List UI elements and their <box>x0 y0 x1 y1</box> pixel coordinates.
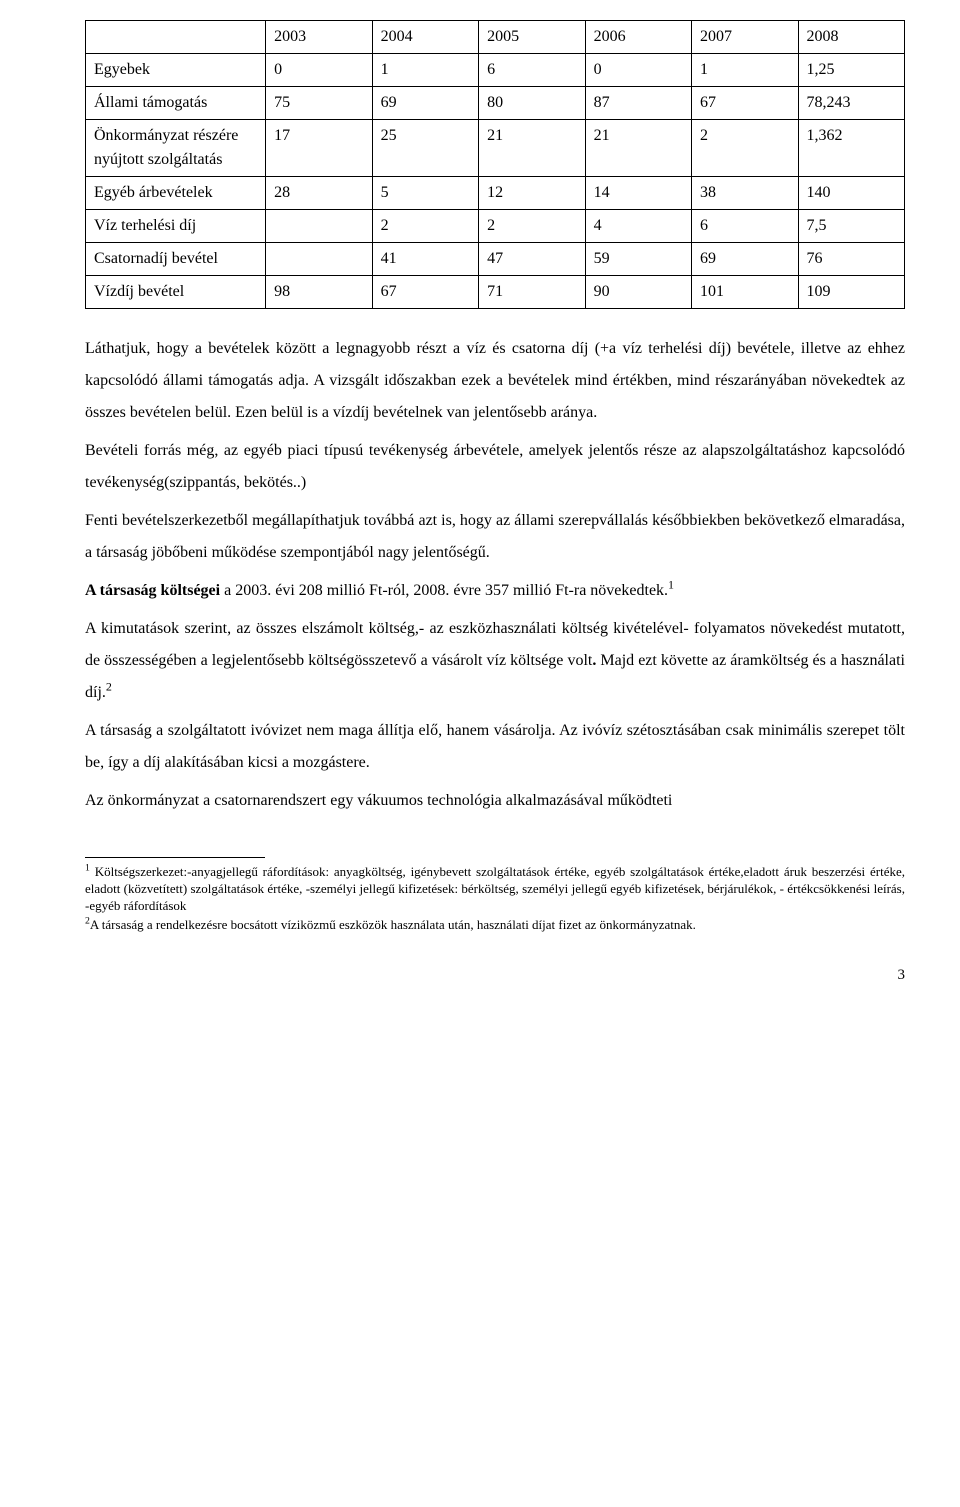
row-value: 2 <box>479 210 585 243</box>
table-row: Önkormányzat részére nyújtott szolgáltat… <box>86 120 905 177</box>
footnote-ref-1: 1 <box>668 578 674 592</box>
row-value <box>266 243 372 276</box>
row-value: 140 <box>798 177 904 210</box>
row-label: Csatornadíj bevétel <box>86 243 266 276</box>
header-2007: 2007 <box>692 21 798 54</box>
row-value: 67 <box>372 276 478 309</box>
row-label: Önkormányzat részére nyújtott szolgáltat… <box>86 120 266 177</box>
row-value: 4 <box>585 210 691 243</box>
costs-text: a 2003. évi 208 millió Ft-ról, 2008. évr… <box>220 582 668 599</box>
row-value: 69 <box>692 243 798 276</box>
row-value: 14 <box>585 177 691 210</box>
row-value: 67 <box>692 87 798 120</box>
header-2004: 2004 <box>372 21 478 54</box>
row-value: 75 <box>266 87 372 120</box>
table-row: Egyéb árbevételek285121438140 <box>86 177 905 210</box>
row-value: 78,243 <box>798 87 904 120</box>
table-row: Csatornadíj bevétel 4147596976 <box>86 243 905 276</box>
row-value: 25 <box>372 120 478 177</box>
row-value: 59 <box>585 243 691 276</box>
footnotes-section: 1 Költségszerkezet:-anyagjellegű ráfordí… <box>85 857 905 934</box>
row-value: 0 <box>266 54 372 87</box>
row-value: 6 <box>692 210 798 243</box>
header-2006: 2006 <box>585 21 691 54</box>
row-value: 76 <box>798 243 904 276</box>
row-label: Egyebek <box>86 54 266 87</box>
row-value: 21 <box>585 120 691 177</box>
row-value: 0 <box>585 54 691 87</box>
paragraph-7: Az önkormányzat a csatornarendszert egy … <box>85 785 905 817</box>
revenue-table: 2003 2004 2005 2006 2007 2008 Egyebek016… <box>85 20 905 309</box>
row-value: 7,5 <box>798 210 904 243</box>
row-value: 1 <box>372 54 478 87</box>
row-value: 98 <box>266 276 372 309</box>
row-value: 1,25 <box>798 54 904 87</box>
footnote-separator <box>85 857 265 858</box>
row-value: 80 <box>479 87 585 120</box>
row-value: 6 <box>479 54 585 87</box>
paragraph-1: Láthatjuk, hogy a bevételek között a leg… <box>85 333 905 429</box>
row-value: 101 <box>692 276 798 309</box>
row-label: Vízdíj bevétel <box>86 276 266 309</box>
table-header-row: 2003 2004 2005 2006 2007 2008 <box>86 21 905 54</box>
row-label: Víz terhelési díj <box>86 210 266 243</box>
row-value: 38 <box>692 177 798 210</box>
row-value: 2 <box>372 210 478 243</box>
header-2003: 2003 <box>266 21 372 54</box>
table-row: Víz terhelési díj22467,5 <box>86 210 905 243</box>
footnote-1: 1 Költségszerkezet:-anyagjellegű ráfordí… <box>85 864 905 915</box>
paragraph-5: A kimutatások szerint, az összes elszámo… <box>85 613 905 709</box>
paragraph-6: A társaság a szolgáltatott ivóvizet nem … <box>85 715 905 779</box>
row-value: 21 <box>479 120 585 177</box>
paragraph-2: Bevételi forrás még, az egyéb piaci típu… <box>85 435 905 499</box>
row-value: 109 <box>798 276 904 309</box>
paragraph-4: A társaság költségei a 2003. évi 208 mil… <box>85 575 905 607</box>
row-value: 5 <box>372 177 478 210</box>
table-row: Egyebek016011,25 <box>86 54 905 87</box>
table-row: Állami támogatás756980876778,243 <box>86 87 905 120</box>
costs-title: A társaság költségei <box>85 582 220 599</box>
footnote-ref-2: 2 <box>106 680 112 694</box>
table-row: Vízdíj bevétel98677190101109 <box>86 276 905 309</box>
footnote-2-text: A társaság a rendelkezésre bocsátott víz… <box>90 917 696 932</box>
row-value: 1 <box>692 54 798 87</box>
row-value: 69 <box>372 87 478 120</box>
footnote-2: 2A társaság a rendelkezésre bocsátott ví… <box>85 917 905 934</box>
header-2005: 2005 <box>479 21 585 54</box>
paragraph-3: Fenti bevételszerkezetből megállapíthatj… <box>85 505 905 569</box>
row-value: 71 <box>479 276 585 309</box>
row-value: 17 <box>266 120 372 177</box>
row-value: 90 <box>585 276 691 309</box>
row-value: 12 <box>479 177 585 210</box>
row-value: 47 <box>479 243 585 276</box>
row-value: 2 <box>692 120 798 177</box>
row-value: 1,362 <box>798 120 904 177</box>
row-label: Egyéb árbevételek <box>86 177 266 210</box>
header-2008: 2008 <box>798 21 904 54</box>
row-value <box>266 210 372 243</box>
header-blank <box>86 21 266 54</box>
row-value: 87 <box>585 87 691 120</box>
row-value: 28 <box>266 177 372 210</box>
page-number: 3 <box>85 964 905 987</box>
footnote-1-text: Költségszerkezet:-anyagjellegű ráfordítá… <box>85 864 905 913</box>
row-label: Állami támogatás <box>86 87 266 120</box>
row-value: 41 <box>372 243 478 276</box>
